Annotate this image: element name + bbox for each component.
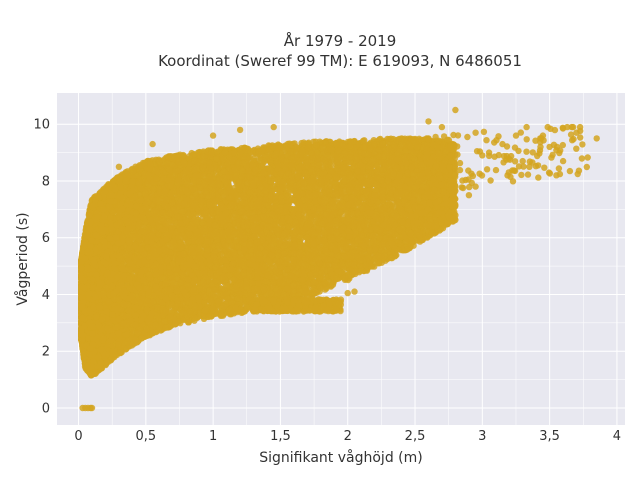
- chart-title-line-1: År 1979 - 2019: [284, 31, 397, 50]
- data-points: [78, 106, 600, 412]
- chart-title-line-2: Koordinat (Sweref 99 TM): E 619093, N 64…: [158, 52, 522, 70]
